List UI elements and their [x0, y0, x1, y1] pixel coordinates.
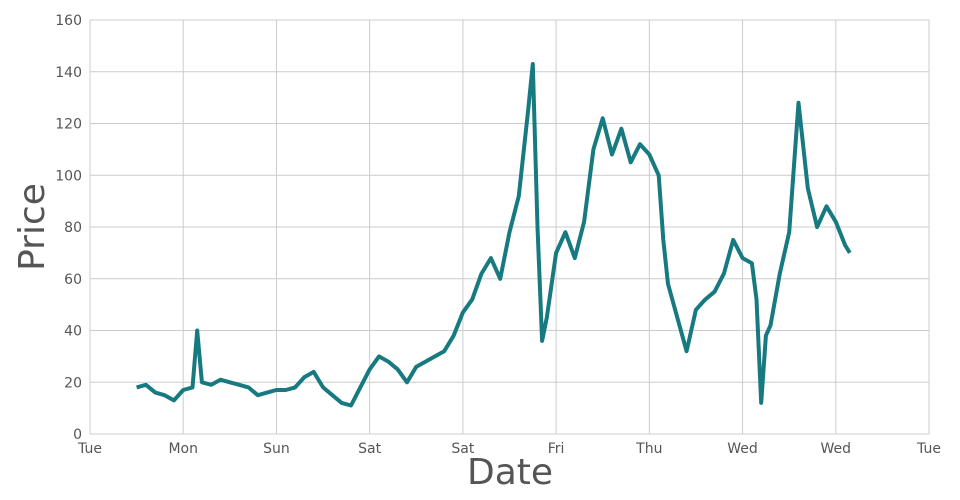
x-tick-label: Fri: [548, 441, 565, 457]
x-tick-label: Tue: [916, 441, 941, 457]
y-tick-label: 160: [55, 13, 82, 29]
x-tick-label: Wed: [727, 441, 758, 457]
x-tick-label: Thu: [635, 441, 662, 457]
x-tick-label: Tue: [77, 441, 102, 457]
x-tick-label: Sun: [263, 441, 290, 457]
y-tick-label: 80: [64, 220, 82, 236]
y-tick-label: 60: [64, 272, 82, 288]
y-tick-label: 140: [55, 65, 82, 81]
y-tick-label: 40: [64, 324, 82, 340]
price-line: [136, 62, 852, 408]
x-tick-label: Wed: [821, 441, 852, 457]
y-tick-label: 20: [64, 375, 82, 391]
y-tick-label: 120: [55, 117, 82, 133]
y-tick-label: 100: [55, 168, 82, 184]
x-tick-label: Sat: [451, 441, 474, 457]
x-axis-label: Date: [467, 452, 553, 493]
y-axis-label: Price: [12, 183, 53, 271]
x-tick-label: Mon: [168, 441, 198, 457]
y-tick-label: 0: [73, 427, 82, 443]
x-tick-label: Sat: [358, 441, 381, 457]
